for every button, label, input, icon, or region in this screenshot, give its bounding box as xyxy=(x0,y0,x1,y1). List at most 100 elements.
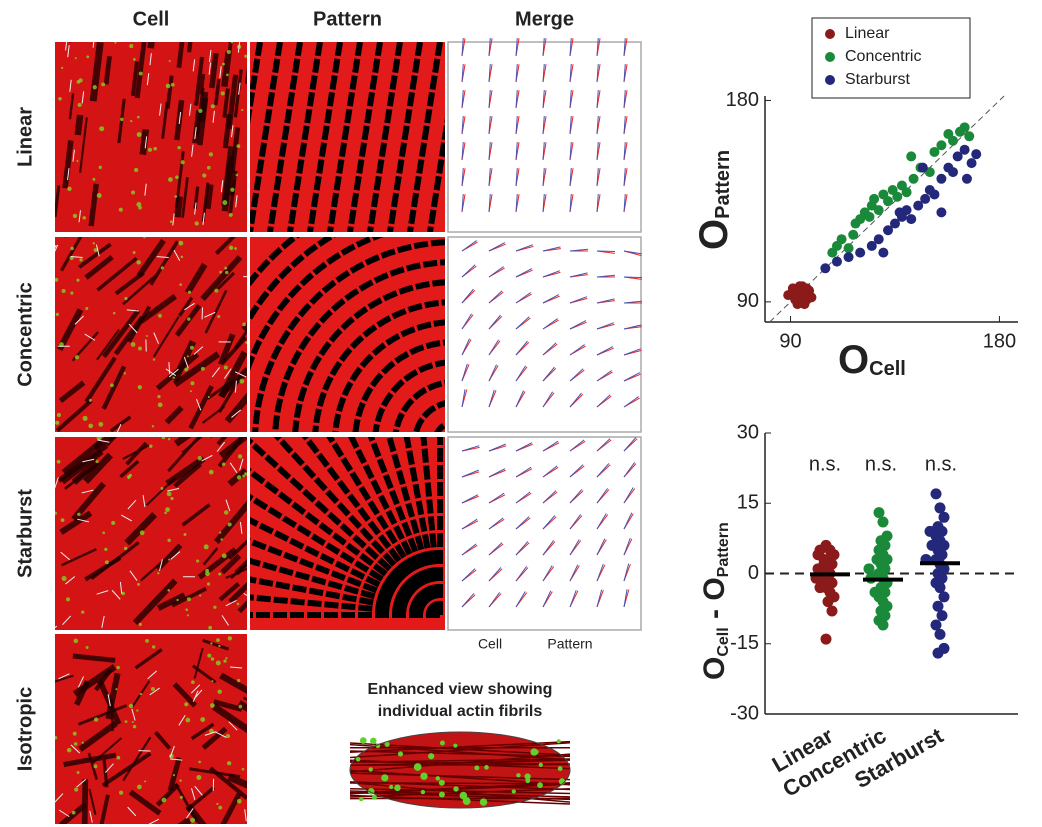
x-tick-label: 180 xyxy=(983,330,1016,352)
enhanced-dot xyxy=(440,741,445,746)
strip-point xyxy=(821,634,832,645)
cell-green-dot xyxy=(131,342,136,347)
cell-green-dot xyxy=(104,548,107,551)
scatter-point xyxy=(962,174,972,184)
scatter-point xyxy=(883,196,893,206)
cell-green-dot xyxy=(219,271,222,274)
cell-green-dot xyxy=(202,173,206,177)
cell-green-dot xyxy=(92,178,95,181)
strip-point xyxy=(939,512,950,523)
cell-green-dot xyxy=(102,532,105,535)
scatter-point xyxy=(783,290,793,300)
cell-green-dot xyxy=(94,717,98,721)
cell-green-dot xyxy=(219,532,221,534)
cell-green-dot xyxy=(200,717,205,722)
cell-green-dot xyxy=(138,385,142,389)
cell-green-dot xyxy=(165,507,170,512)
cell-green-dot xyxy=(198,456,202,460)
cell-green-dot xyxy=(207,582,210,585)
cell-green-dot xyxy=(144,780,146,782)
cell-green-dot xyxy=(216,638,220,642)
enhanced-dot xyxy=(436,776,440,780)
merge-frame xyxy=(448,237,641,432)
cell-green-dot xyxy=(175,195,178,198)
cell-green-dot xyxy=(120,118,123,121)
cell-green-dot xyxy=(168,438,170,440)
cell-green-dot xyxy=(74,788,78,792)
cell-green-dot xyxy=(138,347,142,351)
cell-green-dot xyxy=(227,761,231,765)
cell-green-dot xyxy=(93,85,97,89)
cell-green-dot xyxy=(67,748,72,753)
cell-green-dot xyxy=(137,785,142,790)
cell-green-dot xyxy=(237,603,240,606)
cell-green-dot xyxy=(149,444,152,447)
scatter-point xyxy=(892,192,902,202)
axis-label-part: O xyxy=(692,219,736,250)
cell-green-dot xyxy=(70,247,74,251)
cell-green-dot xyxy=(220,538,222,540)
cell-green-dot xyxy=(161,266,164,269)
cell-green-dot xyxy=(218,645,220,647)
cell-green-dot xyxy=(178,241,183,246)
strip-point xyxy=(931,488,942,499)
cell-green-dot xyxy=(198,109,202,113)
cell-green-dot xyxy=(218,573,221,576)
merge-pattern-line xyxy=(624,277,642,278)
scatter-point xyxy=(964,131,974,141)
cell-green-dot xyxy=(160,487,163,490)
scatter-point xyxy=(920,194,930,204)
cell-green-dot xyxy=(223,660,226,663)
cell-green-dot xyxy=(191,680,195,684)
cell-green-dot xyxy=(146,335,148,337)
cell-green-dot xyxy=(190,818,195,823)
y-tick-label: 180 xyxy=(726,89,759,111)
cell-green-dot xyxy=(176,599,178,601)
cell-green-dot xyxy=(207,654,211,658)
strip-point xyxy=(878,516,889,527)
cell-green-dot xyxy=(209,470,214,475)
cell-green-dot xyxy=(153,358,155,360)
cell-green-dot xyxy=(76,160,78,162)
cell-green-dot xyxy=(239,379,244,384)
cell-green-dot xyxy=(224,510,228,514)
cell-green-dot xyxy=(229,213,233,217)
cell-green-dot xyxy=(188,291,191,294)
row-label: Starburst xyxy=(14,489,36,578)
strip-point xyxy=(827,605,838,616)
scatter-point xyxy=(936,174,946,184)
cell-green-dot xyxy=(244,472,247,475)
cell-green-dot xyxy=(161,798,166,803)
cell-green-dot xyxy=(226,734,230,738)
cell-green-dot xyxy=(228,636,232,640)
enhanced-dot xyxy=(557,739,561,743)
cell-green-dot xyxy=(228,522,232,526)
cell-green-dot xyxy=(119,791,123,795)
cell-green-dot xyxy=(198,761,201,764)
enhanced-dot xyxy=(453,744,457,748)
scatter-point xyxy=(837,234,847,244)
axis-label-part: O xyxy=(838,338,869,382)
enhanced-dot xyxy=(370,738,377,745)
cell-green-dot xyxy=(81,610,84,613)
cell-green-dot xyxy=(226,74,229,77)
cell-green-dot xyxy=(183,533,186,536)
cell-green-dot xyxy=(74,639,79,644)
cell-green-dot xyxy=(158,402,163,407)
axis-label: OPattern xyxy=(692,150,736,250)
strip-point xyxy=(813,549,824,560)
cell-image xyxy=(47,404,274,633)
strip-point xyxy=(872,554,883,565)
enhanced-dot xyxy=(539,763,543,767)
cell-green-dot xyxy=(124,372,126,374)
enhanced-dot xyxy=(420,773,427,780)
cell-green-dot xyxy=(61,67,63,69)
cell-green-dot xyxy=(217,690,221,694)
cell-green-dot xyxy=(190,381,194,385)
scatter-point xyxy=(855,248,865,258)
cell-green-dot xyxy=(58,97,62,101)
scatter-point xyxy=(864,212,874,222)
strip-point xyxy=(933,648,944,659)
cell-green-dot xyxy=(137,583,140,586)
cell-green-dot xyxy=(75,355,79,359)
